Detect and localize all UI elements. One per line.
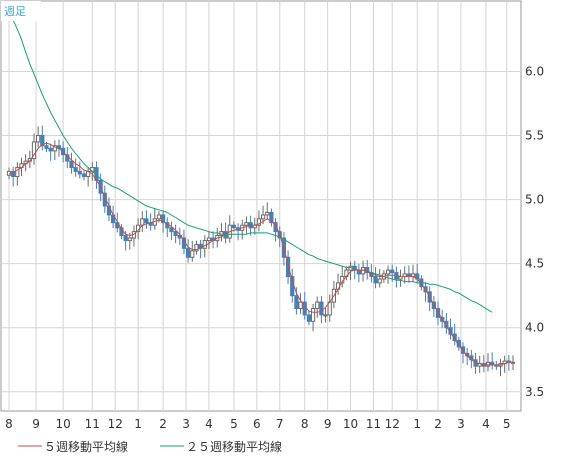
x-tick-label: 2: [434, 417, 442, 431]
x-tick-label: 10: [343, 417, 358, 431]
candle-body: [285, 256, 291, 277]
x-tick-label: 3: [457, 417, 465, 431]
candle-body: [190, 250, 195, 258]
candle-body: [373, 275, 378, 284]
x-tick-label: 8: [5, 417, 13, 431]
x-tick-label: 1: [134, 417, 142, 431]
x-tick-label: 4: [205, 417, 213, 431]
candle-body: [244, 222, 249, 226]
candle-body: [310, 308, 316, 322]
candle-body: [69, 160, 74, 169]
x-tick-label: 11: [85, 417, 100, 431]
candle-body: [319, 301, 324, 316]
legend-ma5-label: ５週移動平均線: [44, 439, 128, 454]
candle-body: [356, 269, 361, 275]
candle-body: [127, 237, 132, 242]
candle-body: [231, 224, 237, 229]
candle-body: [315, 301, 320, 309]
candle-body: [256, 218, 262, 226]
candle-body: [260, 214, 266, 220]
candle-body: [323, 314, 328, 317]
candle-body: [385, 269, 391, 275]
candle-body: [273, 222, 278, 233]
x-tick-label: 12: [385, 417, 400, 431]
candle-body: [48, 147, 53, 152]
x-tick-label: 9: [324, 417, 332, 431]
x-tick-label: 7: [276, 417, 284, 431]
candle-body: [140, 218, 145, 226]
candle-body: [186, 247, 191, 258]
candle-body: [294, 295, 299, 309]
candle-body: [144, 218, 149, 224]
candle-body: [161, 214, 166, 224]
candle-body: [202, 240, 207, 249]
candle-body: [123, 234, 128, 242]
candle-body: [36, 135, 41, 143]
candle-body: [31, 141, 37, 160]
plot-frame: [0, 0, 522, 412]
candle-body: [169, 227, 174, 233]
candle-body: [306, 314, 312, 322]
candle-body: [173, 231, 178, 236]
candle-body: [265, 211, 270, 216]
x-tick-label: 3: [182, 417, 190, 431]
candle-body: [444, 320, 449, 329]
y-axis-ticks: 3.5 4.0 4.5 5.0 5.5 6.0: [525, 64, 544, 398]
x-tick-label: 4: [482, 417, 490, 431]
horizontal-gridlines: [1, 70, 521, 393]
y-tick-label: 5.5: [525, 129, 544, 143]
x-tick-label: 6: [253, 417, 261, 431]
x-tick-label: 5: [503, 417, 511, 431]
ma25-line: [8, 13, 493, 313]
x-tick-label: 11: [366, 417, 381, 431]
candle-body: [390, 269, 395, 274]
candle-body: [485, 361, 491, 367]
y-tick-label: 6.0: [525, 64, 544, 78]
candle-body: [15, 167, 20, 178]
candle-body: [77, 170, 82, 175]
candle-body: [377, 278, 382, 284]
y-tick-label: 4.0: [525, 321, 544, 335]
x-tick-label: 8: [301, 417, 309, 431]
candle-body: [194, 243, 199, 252]
y-tick-label: 5.0: [525, 193, 544, 207]
x-tick-label: 10: [56, 417, 71, 431]
x-axis-ticks: 8 9 10 11 12 1 2 3 4 5 6 7 8 9 10 11 12 1 2 3 4 5: [5, 417, 510, 431]
candle-body: [81, 173, 87, 178]
x-tick-label: 5: [230, 417, 238, 431]
candle-body: [365, 267, 370, 274]
candle-body: [40, 135, 45, 147]
candle-body: [156, 214, 162, 220]
x-tick-label: 2: [159, 417, 167, 431]
candle-body: [269, 211, 274, 224]
y-tick-label: 4.5: [525, 257, 544, 271]
candle-body: [298, 301, 303, 309]
candle-body: [73, 167, 78, 172]
x-tick-label: 12: [108, 417, 123, 431]
candle-body: [44, 145, 49, 149]
x-tick-label: 1: [413, 417, 421, 431]
ma5-line: [8, 142, 513, 366]
candle-body: [206, 237, 212, 242]
candle-body: [52, 145, 57, 152]
period-badge-bg: [1, 1, 41, 21]
candle-series: [6, 125, 516, 377]
y-tick-label: 3.5: [525, 385, 544, 399]
legend-ma25-label: ２５週移動平均線: [186, 439, 282, 454]
legend: ５週移動平均線 ２５週移動平均線: [18, 439, 282, 454]
candle-body: [61, 147, 66, 156]
x-tick-label: 9: [32, 417, 40, 431]
period-badge: 週足: [4, 5, 26, 18]
candle-body: [11, 170, 16, 178]
